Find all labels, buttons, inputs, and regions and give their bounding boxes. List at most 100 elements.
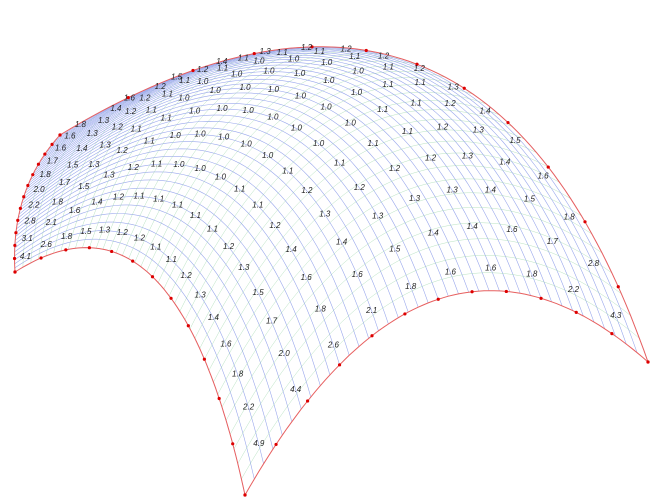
support-node bbox=[13, 243, 17, 248]
force-label: 1.3 bbox=[98, 116, 110, 125]
force-label: 1.8 bbox=[564, 212, 576, 221]
force-label: 1.2 bbox=[117, 228, 129, 237]
support-node bbox=[231, 442, 235, 446]
force-label: 1.1 bbox=[150, 243, 161, 252]
force-label: 1.0 bbox=[263, 67, 275, 76]
support-node bbox=[470, 290, 474, 294]
force-label: 1.4 bbox=[479, 107, 491, 116]
support-node bbox=[403, 312, 407, 316]
force-label: 1.0 bbox=[288, 55, 300, 64]
force-label: 2.0 bbox=[278, 349, 291, 358]
support-node bbox=[610, 331, 614, 336]
support-node bbox=[504, 289, 508, 294]
support-node bbox=[26, 183, 30, 188]
force-label: 1.6 bbox=[124, 93, 136, 102]
force-label: 2.2 bbox=[27, 200, 40, 209]
force-label: 1.0 bbox=[173, 160, 185, 169]
support-node bbox=[337, 363, 342, 367]
force-label: 2.0 bbox=[32, 185, 45, 194]
mesh-line bbox=[204, 140, 549, 360]
support-node bbox=[364, 48, 368, 53]
force-label: 1.1 bbox=[415, 78, 426, 87]
force-label: 1.1 bbox=[314, 47, 325, 56]
support-node bbox=[126, 96, 130, 100]
force-label: 1.0 bbox=[216, 104, 228, 113]
support-node bbox=[39, 256, 43, 260]
force-label: 1.2 bbox=[128, 163, 140, 172]
force-label: 1.1 bbox=[162, 90, 173, 99]
force-label: 1.7 bbox=[59, 178, 71, 187]
force-label: 1.2 bbox=[155, 82, 167, 91]
force-label: 1.0 bbox=[218, 133, 230, 142]
force-label: 1.4 bbox=[467, 222, 479, 231]
force-label: 1.3 bbox=[88, 160, 100, 169]
force-label: 1.3 bbox=[87, 129, 99, 138]
force-label: 1.1 bbox=[151, 159, 162, 168]
force-label: 1.5 bbox=[253, 288, 265, 297]
force-label: 2.2 bbox=[242, 403, 255, 412]
force-label: 3.1 bbox=[22, 234, 33, 243]
force-label: 1.1 bbox=[190, 211, 201, 220]
mesh-line bbox=[152, 60, 418, 277]
force-label: 1.6 bbox=[55, 144, 67, 153]
force-label: 1.0 bbox=[178, 94, 190, 103]
force-label: 1.0 bbox=[170, 131, 182, 140]
mesh-line bbox=[44, 52, 573, 311]
support-node bbox=[310, 45, 314, 49]
force-label: 1.2 bbox=[117, 146, 129, 155]
support-node bbox=[31, 173, 35, 177]
force-label: 1.6 bbox=[220, 340, 232, 349]
force-label: 1.2 bbox=[181, 271, 193, 280]
mesh-line bbox=[25, 87, 459, 295]
mesh-line bbox=[38, 59, 542, 299]
mesh-line bbox=[14, 187, 312, 398]
force-label: 2.6 bbox=[40, 240, 53, 249]
force-label: 1.0 bbox=[294, 69, 306, 78]
support-node bbox=[18, 206, 22, 210]
support-node bbox=[546, 165, 550, 169]
force-label: 1.4 bbox=[208, 313, 220, 322]
mesh-line bbox=[225, 207, 603, 421]
mesh-line bbox=[54, 47, 627, 345]
force-label: 1.3 bbox=[99, 226, 111, 235]
support-node bbox=[36, 162, 41, 166]
force-label: 1.6 bbox=[537, 171, 549, 180]
support-node bbox=[13, 270, 17, 274]
force-label: 1.1 bbox=[153, 194, 164, 203]
force-label: 2.6 bbox=[327, 341, 340, 350]
force-label: 1.7 bbox=[47, 156, 59, 165]
force-label: 1.8 bbox=[315, 305, 327, 314]
force-label: 1.2 bbox=[389, 164, 401, 173]
force-label: 1.5 bbox=[171, 72, 183, 81]
force-label: 1.8 bbox=[526, 269, 538, 278]
support-node bbox=[58, 133, 62, 137]
mesh-line bbox=[237, 255, 631, 464]
force-label: 1.0 bbox=[243, 106, 255, 115]
support-node bbox=[22, 195, 26, 199]
force-label: 4.1 bbox=[20, 252, 31, 261]
force-label: 1.1 bbox=[277, 48, 288, 57]
force-label: 1.2 bbox=[139, 93, 151, 102]
force-label: 1.8 bbox=[75, 120, 87, 129]
support-node bbox=[43, 152, 47, 156]
force-label: 1.6 bbox=[506, 225, 518, 234]
mesh-line bbox=[179, 91, 487, 312]
support-node bbox=[110, 249, 114, 254]
force-label: 1.0 bbox=[295, 92, 307, 101]
support-node bbox=[415, 62, 419, 66]
force-label: 1.0 bbox=[210, 86, 222, 95]
force-label: 1.0 bbox=[345, 119, 357, 128]
mesh-line bbox=[194, 119, 525, 339]
force-label: 1.1 bbox=[146, 106, 157, 115]
force-label: 1.5 bbox=[80, 227, 92, 236]
force-label: 1.3 bbox=[195, 290, 207, 299]
force-label: 1.1 bbox=[144, 137, 155, 146]
force-label: 1.2 bbox=[445, 99, 457, 108]
force-label: 1.8 bbox=[61, 232, 73, 241]
mesh-line bbox=[213, 165, 571, 383]
support-node bbox=[539, 296, 543, 300]
force-label: 1.4 bbox=[336, 238, 348, 247]
support-node bbox=[150, 275, 155, 279]
force-label: 1.2 bbox=[301, 43, 313, 52]
force-label: 1.8 bbox=[232, 369, 244, 378]
